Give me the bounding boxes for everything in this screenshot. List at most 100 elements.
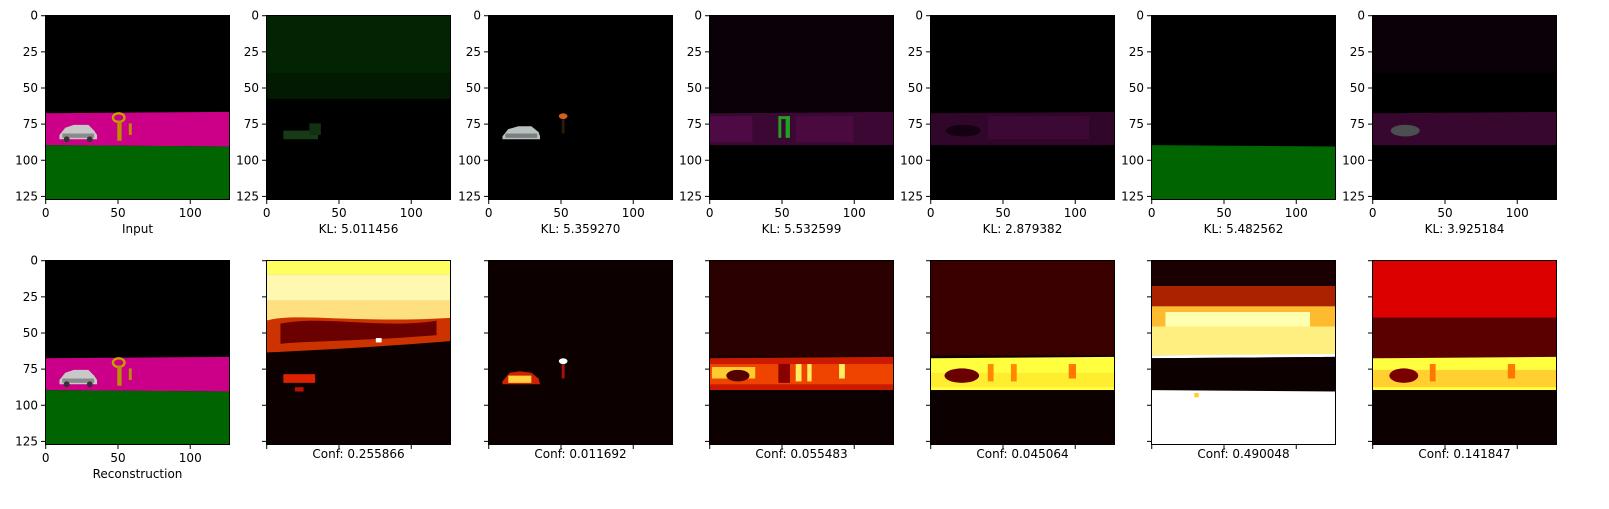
- image-2: [488, 15, 673, 200]
- axes-frame: [1151, 260, 1336, 445]
- y-tick-label: 125: [458, 189, 481, 203]
- axes-frame: [930, 260, 1115, 445]
- heatmap-image-9: [488, 260, 673, 445]
- subplot-xlabel: KL: 5.011456: [319, 222, 399, 236]
- y-tick-label: 75: [908, 117, 923, 131]
- x-tick-label: 100: [622, 206, 645, 220]
- y-tick-label: 0: [1357, 9, 1365, 23]
- y-tick-label: 0: [30, 9, 38, 23]
- y-tick-label: 125: [679, 189, 702, 203]
- x-tick-label: 50: [774, 206, 789, 220]
- heatmap-image-11: [930, 260, 1115, 445]
- y-tick-label: 75: [23, 117, 38, 131]
- y-tick-label: 100: [1121, 153, 1144, 167]
- subplot-1-4: Conf: 0.045064: [926, 260, 1115, 461]
- axes-frame: [45, 260, 230, 445]
- subplot-xlabel: Conf: 0.011692: [534, 447, 626, 461]
- y-tick-label: 75: [244, 117, 259, 131]
- y-tick-label: 25: [23, 290, 38, 304]
- y-tick-label: 0: [915, 9, 923, 23]
- y-tick-label: 25: [23, 45, 38, 59]
- x-tick-label: 100: [1285, 206, 1308, 220]
- y-tick-label: 100: [1342, 153, 1365, 167]
- y-tick-label: 125: [1121, 189, 1144, 203]
- subplot-0-5: 0 50 100 0 25 50 75 100 125 KL: 5.482562: [1121, 9, 1336, 236]
- x-tick-label: 0: [42, 451, 50, 465]
- x-tick-label: 50: [110, 206, 125, 220]
- y-tick-label: 25: [687, 45, 702, 59]
- y-tick-label: 100: [15, 398, 38, 412]
- y-tick-label: 75: [466, 117, 481, 131]
- y-tick-label: 100: [236, 153, 259, 167]
- y-tick-label: 50: [244, 81, 259, 95]
- x-tick-label: 0: [1369, 206, 1377, 220]
- x-tick-label: 100: [179, 206, 202, 220]
- x-tick-label: 100: [179, 451, 202, 465]
- y-tick-label: 75: [1350, 117, 1365, 131]
- subplot-xlabel: KL: 3.925184: [1425, 222, 1505, 236]
- subplot-xlabel: Conf: 0.045064: [976, 447, 1068, 461]
- image-6: [1372, 15, 1557, 200]
- x-tick-label: 0: [485, 206, 493, 220]
- subplot-xlabel: Conf: 0.490048: [1197, 447, 1289, 461]
- x-tick-label: 0: [706, 206, 714, 220]
- subplot-xlabel: KL: 2.879382: [983, 222, 1063, 236]
- y-tick-label: 125: [236, 189, 259, 203]
- y-tick-label: 0: [694, 9, 702, 23]
- image-7: [45, 260, 230, 445]
- x-tick-label: 100: [843, 206, 866, 220]
- y-tick-label: 25: [466, 45, 481, 59]
- image-1: [266, 15, 451, 200]
- y-tick-label: 50: [23, 81, 38, 95]
- y-tick-label: 25: [908, 45, 923, 59]
- y-tick-label: 100: [679, 153, 702, 167]
- y-tick-label: 0: [251, 9, 259, 23]
- subplot-0-0: 0 50 100 0 25 50 75 100 125 Input: [15, 9, 230, 236]
- axes-frame: [488, 15, 673, 200]
- y-tick-label: 50: [687, 81, 702, 95]
- subplot-xlabel: KL: 5.532599: [762, 222, 842, 236]
- x-tick-label: 50: [553, 206, 568, 220]
- subplot-xlabel: Conf: 0.055483: [755, 447, 847, 461]
- y-tick-label: 75: [1129, 117, 1144, 131]
- y-tick-label: 50: [908, 81, 923, 95]
- x-tick-label: 50: [1216, 206, 1231, 220]
- subplot-xlabel: Reconstruction: [93, 467, 183, 481]
- x-tick-label: 0: [1148, 206, 1156, 220]
- subplot-1-2: Conf: 0.011692: [484, 260, 673, 461]
- x-tick-label: 50: [110, 451, 125, 465]
- x-tick-label: 50: [1437, 206, 1452, 220]
- image-3: [709, 15, 894, 200]
- axes-frame: [45, 15, 230, 200]
- y-tick-label: 0: [473, 9, 481, 23]
- heatmap-image-13: [1372, 260, 1557, 445]
- axes-frame: [1151, 15, 1336, 200]
- axes-frame: [930, 15, 1115, 200]
- y-tick-label: 50: [1129, 81, 1144, 95]
- y-tick-label: 75: [687, 117, 702, 131]
- y-tick-label: 50: [1350, 81, 1365, 95]
- y-tick-label: 25: [1129, 45, 1144, 59]
- subplot-0-2: 0 50 100 0 25 50 75 100 125 KL: 5.359270: [458, 9, 673, 236]
- axes-frame: [1372, 15, 1557, 200]
- subplot-1-3: Conf: 0.055483: [705, 260, 894, 461]
- subplot-0-4: 0 50 100 0 25 50 75 100 125 KL: 2.879382: [900, 9, 1115, 236]
- x-tick-label: 0: [42, 206, 50, 220]
- axes-frame: [709, 260, 894, 445]
- x-tick-label: 100: [1064, 206, 1087, 220]
- y-tick-label: 0: [1136, 9, 1144, 23]
- x-tick-label: 100: [400, 206, 423, 220]
- y-tick-label: 25: [244, 45, 259, 59]
- heatmap-image-10: [709, 260, 894, 445]
- y-tick-label: 0: [30, 254, 38, 268]
- y-tick-label: 50: [466, 81, 481, 95]
- axes-frame: [266, 15, 451, 200]
- subplot-0-1: 0 50 100 0 25 50 75 100 125 KL: 5.011456: [236, 9, 451, 236]
- subplot-0-3: 0 50 100 0 25 50 75 100 125 KL: 5.532599: [679, 9, 894, 236]
- y-tick-label: 125: [15, 434, 38, 448]
- heatmap-image-8: [266, 260, 451, 445]
- y-tick-label: 125: [900, 189, 923, 203]
- axes-frame: [266, 260, 451, 445]
- axes-frame: [488, 260, 673, 445]
